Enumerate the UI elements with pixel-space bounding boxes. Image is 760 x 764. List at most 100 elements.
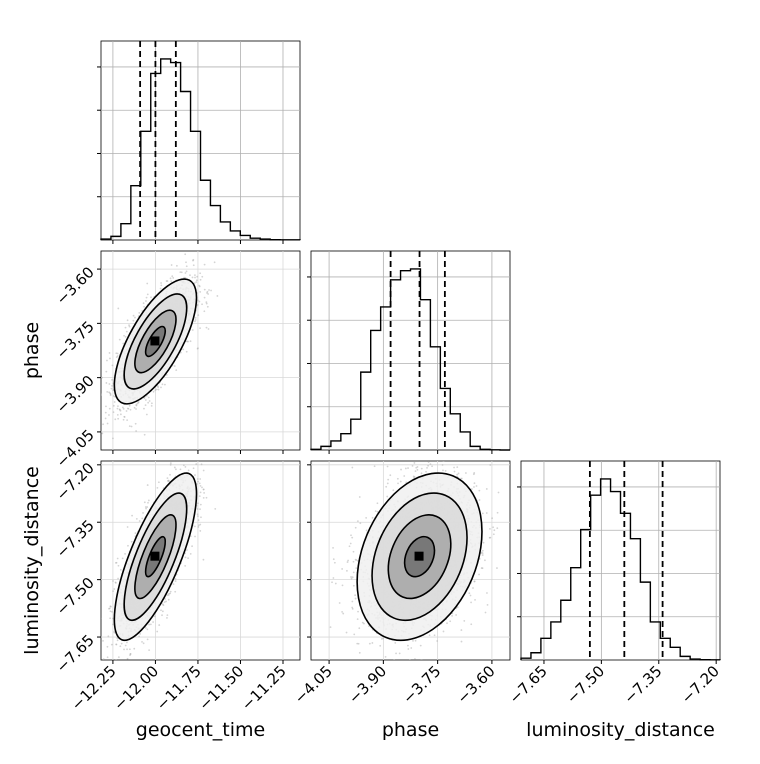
scatter-point [470,595,472,597]
scatter-point [472,458,474,460]
scatter-point [197,502,199,504]
scatter-point [204,289,206,291]
scatter-point [109,358,111,360]
scatter-point [106,391,108,393]
scatter-point [102,640,104,642]
scatter-point [123,649,125,651]
scatter-point [141,641,143,643]
scatter-point [175,369,177,371]
scatter-point [171,275,173,277]
scatter-point [206,497,208,499]
scatter-point [105,371,107,373]
scatter-point [194,474,196,476]
scatter-point [148,500,150,502]
scatter-point [166,614,168,616]
scatter-point [164,384,166,386]
scatter-point [207,306,209,308]
scatter-point [102,423,104,425]
scatter-point [143,408,145,410]
scatter-point [173,583,175,585]
scatter-point [143,306,145,308]
histogram-phase [311,269,510,450]
scatter-point [111,611,113,613]
scatter-point [207,293,209,295]
scatter-point [119,645,121,647]
scatter-point [203,489,205,491]
scatter-point [105,412,107,414]
scatter-point [353,572,355,574]
scatter-point [186,549,188,551]
scatter-point [206,303,208,305]
scatter-point [91,365,93,367]
scatter-point [109,352,111,354]
scatter-point [127,658,129,660]
scatter-point [139,633,141,635]
scatter-point [179,271,181,273]
scatter-point [199,286,201,288]
scatter-point [195,281,197,283]
panel-luminosity_distance-vs-phase [307,378,523,680]
scatter-point [192,260,194,262]
scatter-point [118,565,120,567]
scatter-point [203,310,205,312]
scatter-point [101,433,103,435]
scatter-point [203,492,205,494]
scatter-point [123,335,125,337]
scatter-point [171,264,173,266]
scatter-point [185,557,187,559]
scatter-point [113,395,115,397]
scatter-point [172,277,174,279]
scatter-point [110,394,112,396]
scatter-point [144,501,146,503]
scatter-point [162,603,164,605]
scatter-point [108,608,110,610]
scatter-point [145,627,147,629]
scatter-point [105,405,107,407]
scatter-point [127,408,129,410]
scatter-point [141,517,143,519]
scatter-point [170,277,172,279]
scatter-point [192,277,194,279]
scatter-point [189,274,191,276]
scatter-point [187,341,189,343]
scatter-point [167,280,169,282]
scatter-point [116,644,118,646]
scatter-point [151,402,153,404]
scatter-point [118,656,120,658]
scatter-point [235,456,237,458]
scatter-point [131,541,133,543]
scatter-point [126,410,128,412]
scatter-point [203,470,205,472]
scatter-point [158,389,160,391]
scatter-point [147,402,149,404]
scatter-point [130,409,132,411]
scatter-point [355,598,357,600]
density-peak [150,552,159,561]
scatter-point [117,355,119,357]
scatter-point [359,522,361,524]
scatter-point [165,601,167,603]
scatter-point [129,405,131,407]
scatter-point [169,474,171,476]
scatter-point [147,293,149,295]
scatter-point [214,508,216,510]
scatter-point [194,536,196,538]
scatter-point [111,644,113,646]
scatter-point [197,478,199,480]
scatter-point [428,461,430,463]
scatter-point [411,457,413,459]
scatter-point [428,452,430,454]
scatter-point [190,340,192,342]
scatter-point [205,301,207,303]
scatter-point [146,297,148,299]
scatter-point [127,526,129,528]
scatter-point [199,483,201,485]
scatter-point [129,648,131,650]
scatter-point [166,617,168,619]
scatter-point [129,425,131,427]
scatter-point [333,558,335,560]
scatter-point [175,578,177,580]
scatter-point [197,515,199,517]
scatter-point [191,452,193,454]
scatter-point [160,282,162,284]
